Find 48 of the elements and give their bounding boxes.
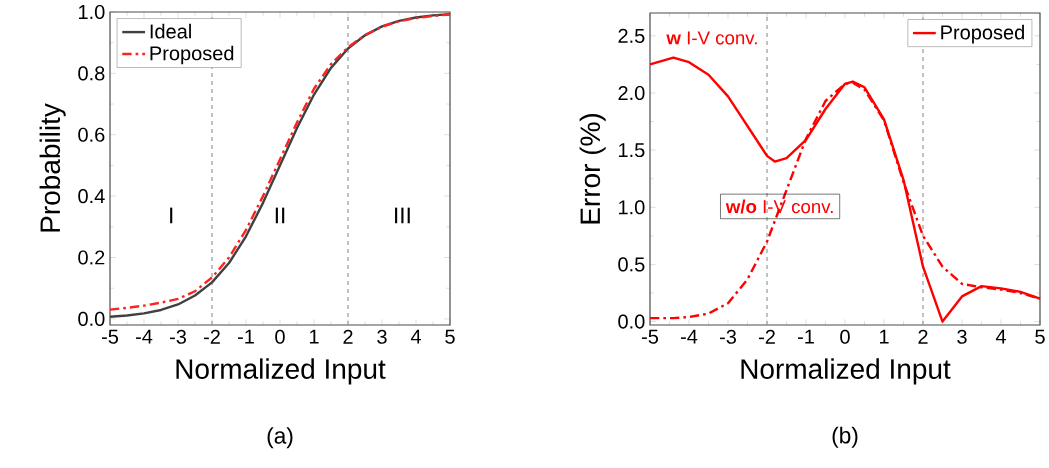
- y-tick-label: 2.0: [618, 85, 645, 101]
- legend-label: Ideal: [150, 23, 191, 39]
- x-tick-label: -3: [169, 329, 187, 344]
- x-tick-label: -4: [681, 329, 698, 344]
- annotation: w/o I-V conv.: [725, 199, 833, 214]
- x-tick-label: 1: [309, 329, 319, 344]
- x-tick-label: 2: [918, 329, 928, 344]
- annotation: I: [170, 207, 173, 224]
- y-tick-label: 1.5: [619, 143, 645, 158]
- x-tick-label: 5: [1035, 329, 1045, 344]
- x-tick-label: 0: [275, 329, 285, 344]
- text: (b): [832, 426, 858, 448]
- y-tick-label: 0.6: [78, 127, 105, 142]
- annotation: w I-V conv.: [666, 31, 757, 45]
- annotation: III: [395, 207, 410, 224]
- y-tick-label: 1.0: [79, 4, 105, 20]
- y-axis-title: Error (%): [579, 113, 606, 224]
- y-tick-label: 1.0: [619, 200, 645, 215]
- y-tick-label: 0.0: [78, 311, 105, 326]
- x-tick-label: -5: [101, 329, 119, 344]
- x-tick-label: 2: [343, 329, 353, 344]
- x-tick-label: -4: [135, 329, 153, 344]
- y-tick-label: 0.0: [618, 314, 645, 329]
- x-tick-label: -5: [641, 329, 659, 344]
- x-tick-label: -1: [797, 329, 814, 344]
- y-tick-label: 0.5: [618, 257, 645, 272]
- x-tick-label: -2: [758, 329, 775, 344]
- x-tick-label: -1: [237, 329, 254, 344]
- legend-label: Proposed: [150, 45, 234, 65]
- x-tick-label: -3: [719, 329, 737, 344]
- legend-label: Proposed: [941, 24, 1024, 44]
- y-tick-label: 0.2: [78, 250, 105, 265]
- y-axis-title: Probability: [39, 103, 66, 232]
- x-tick-label: 0: [840, 329, 850, 344]
- x-tick-label: -2: [203, 329, 220, 344]
- x-axis-title: Normalized Input: [741, 358, 951, 385]
- x-tick-label: 5: [445, 329, 455, 344]
- text: (a): [267, 427, 293, 449]
- x-tick-label: 3: [957, 329, 967, 344]
- annotation: II: [275, 207, 285, 224]
- x-tick-label: 3: [377, 329, 387, 344]
- x-tick-label: 4: [410, 329, 421, 344]
- y-tick-label: 0.4: [78, 189, 105, 204]
- x-axis-title: Normalized Input: [176, 358, 386, 385]
- y-tick-label: 0.8: [78, 66, 105, 81]
- y-tick-label: 2.5: [618, 28, 645, 43]
- x-tick-label: 1: [879, 329, 889, 344]
- x-tick-label: 4: [995, 329, 1006, 344]
